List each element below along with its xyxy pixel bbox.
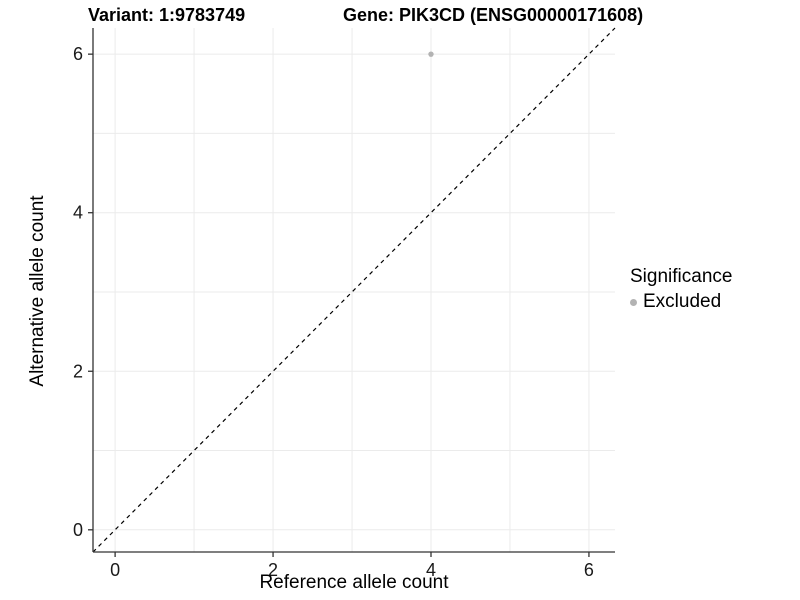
legend: Significance Excluded xyxy=(630,266,732,313)
y-tick-label: 0 xyxy=(73,520,83,540)
identity-line xyxy=(92,27,616,553)
y-axis-title: Alternative allele count xyxy=(27,195,48,387)
legend-entry-excluded: Excluded xyxy=(630,291,732,313)
data-point xyxy=(428,51,434,57)
x-tick-label: 2 xyxy=(268,560,278,580)
x-tick-label: 0 xyxy=(110,560,120,580)
legend-entry-label: Excluded xyxy=(643,291,722,312)
plot-title-gene: Gene: PIK3CD (ENSG00000171608) xyxy=(343,5,644,25)
x-tick-label: 4 xyxy=(426,560,436,580)
y-tick-label: 2 xyxy=(73,361,83,381)
x-axis-title: Reference allele count xyxy=(259,572,449,593)
legend-point-icon xyxy=(630,298,637,306)
legend-title: Significance xyxy=(630,266,733,287)
plot-title-variant: Variant: 1:9783749 xyxy=(88,5,246,25)
y-tick-label: 6 xyxy=(73,44,83,64)
x-tick-label: 6 xyxy=(584,560,594,580)
y-tick-label: 4 xyxy=(73,203,83,223)
